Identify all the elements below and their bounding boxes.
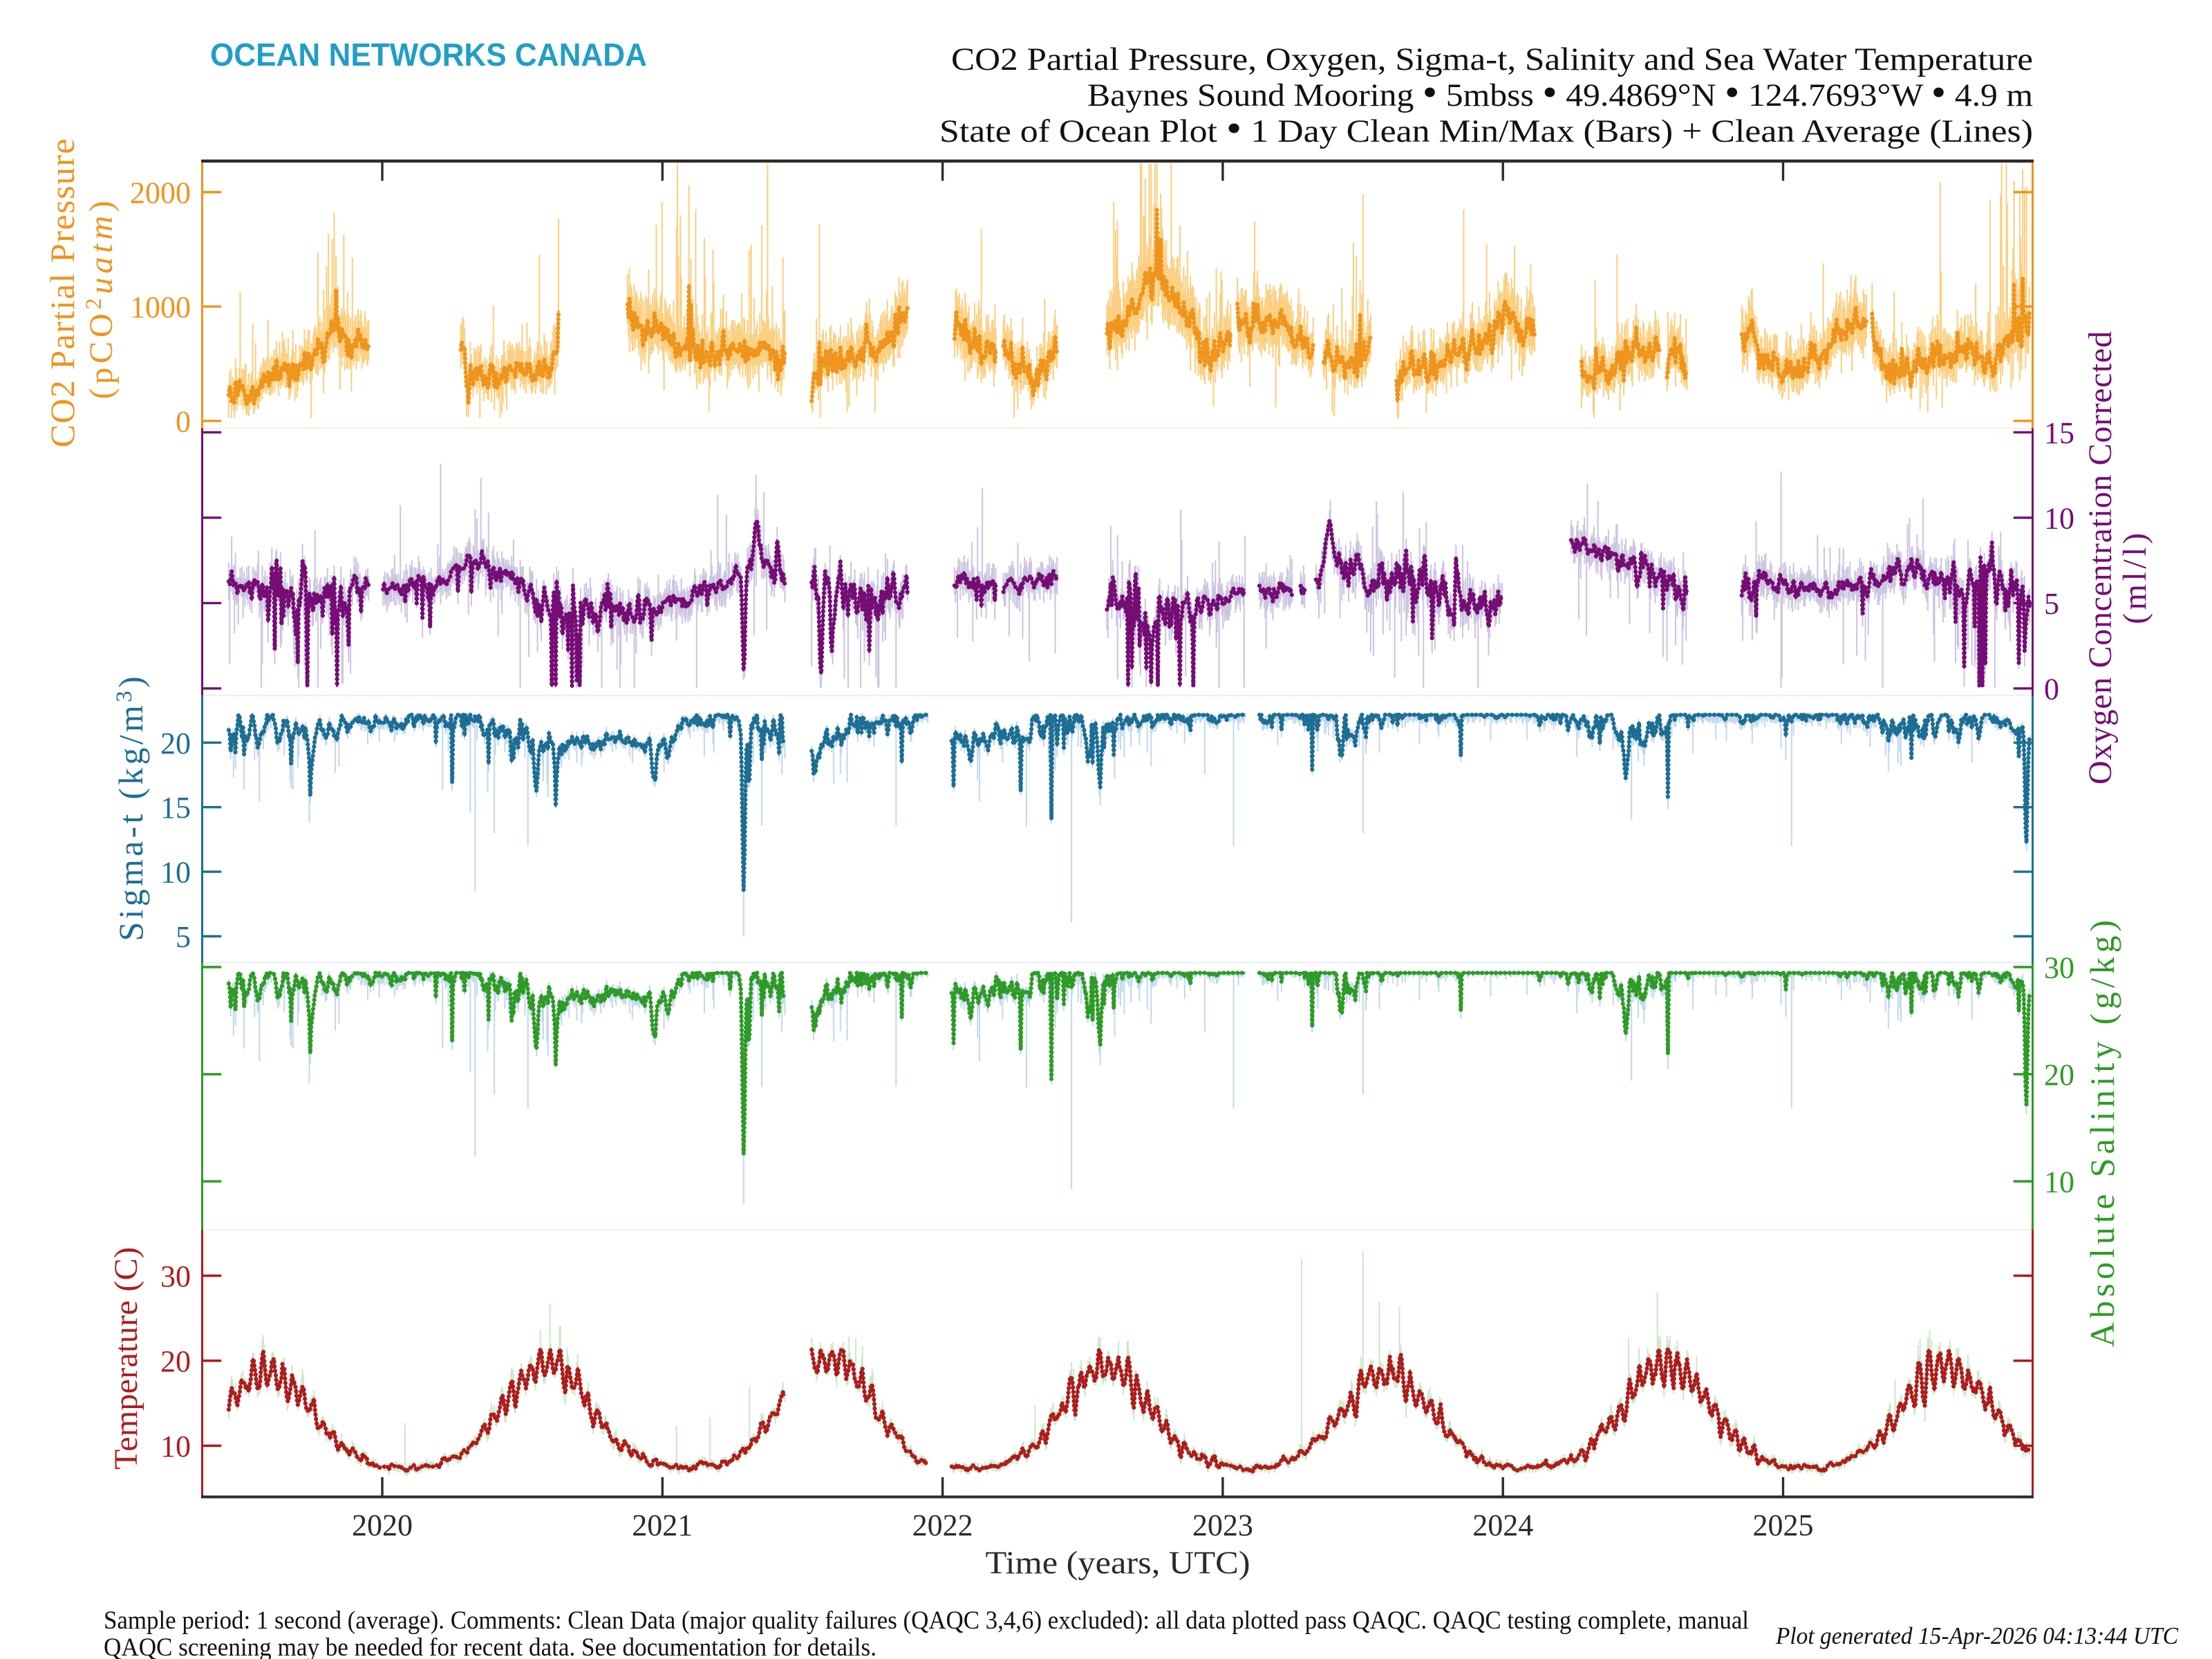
- svg-text:(ml/l): (ml/l): [2117, 533, 2153, 624]
- svg-text:1000: 1000: [130, 290, 191, 324]
- svg-text:15: 15: [2044, 416, 2074, 450]
- svg-text:15: 15: [160, 791, 191, 825]
- svg-text:Plot generated 15-Apr-2026 04:: Plot generated 15-Apr-2026 04:13:44 UTC: [1775, 1622, 2179, 1649]
- svg-text:Temperature (C): Temperature (C): [108, 1247, 144, 1470]
- svg-text:0: 0: [2044, 672, 2059, 706]
- svg-text:10: 10: [160, 856, 191, 890]
- svg-text:30: 30: [160, 1259, 191, 1293]
- svg-text:OCEAN NETWORKS CANADA: OCEAN NETWORKS CANADA: [210, 37, 647, 73]
- svg-text:CO2 Partial Pressure: CO2 Partial Pressure: [43, 139, 82, 448]
- svg-text:10: 10: [2044, 501, 2074, 535]
- svg-text:Sample period: 1 second (avera: Sample period: 1 second (average). Comme…: [104, 1606, 1749, 1635]
- svg-text:0: 0: [176, 404, 191, 438]
- svg-text:5: 5: [2044, 587, 2059, 621]
- svg-text:2023: 2023: [1192, 1508, 1253, 1542]
- svg-text:10: 10: [2044, 1165, 2074, 1199]
- svg-text:Oxygen Concentration Corrected: Oxygen Concentration Corrected: [2082, 331, 2119, 785]
- svg-text:Time (years, UTC): Time (years, UTC): [986, 1545, 1250, 1581]
- svg-text:2021: 2021: [632, 1508, 693, 1542]
- svg-text:2024: 2024: [1472, 1508, 1533, 1542]
- svg-text:2000: 2000: [130, 176, 191, 210]
- svg-text:5: 5: [176, 920, 191, 954]
- svg-text:2025: 2025: [1753, 1508, 1814, 1542]
- svg-text:20: 20: [2044, 1058, 2074, 1092]
- svg-text:Sigma-t (kg/m3): Sigma-t (kg/m3): [111, 677, 150, 941]
- svg-text:State of Ocean Plot • 1 Day Cl: State of Ocean Plot • 1 Day Clean Min/Ma…: [939, 106, 2033, 151]
- svg-text:2020: 2020: [352, 1508, 413, 1542]
- svg-text:30: 30: [2044, 951, 2074, 985]
- svg-text:Baynes Sound Mooring • 5mbss •: Baynes Sound Mooring • 5mbss • 49.4869°N…: [1087, 70, 2033, 115]
- svg-text:10: 10: [160, 1430, 191, 1463]
- svg-text:2022: 2022: [912, 1508, 973, 1542]
- svg-text:QAQC screening may be needed f: QAQC screening may be needed for recent …: [104, 1633, 877, 1659]
- svg-text:CO2 Partial Pressure, Oxygen,: CO2 Partial Pressure, Oxygen, Sigma-t, S…: [951, 41, 2033, 77]
- svg-text:20: 20: [160, 727, 191, 760]
- svg-text:20: 20: [160, 1344, 191, 1378]
